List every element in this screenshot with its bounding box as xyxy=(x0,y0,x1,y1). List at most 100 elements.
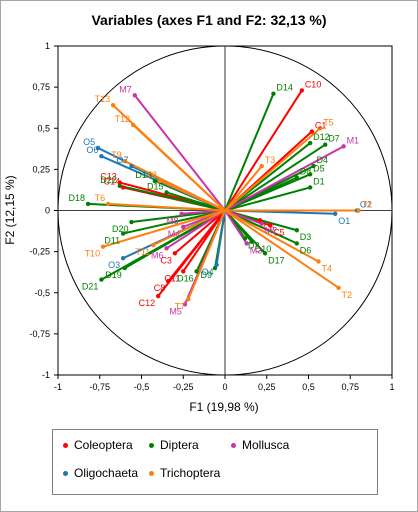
vector-line xyxy=(132,124,226,212)
x-tick-label: -0,75 xyxy=(89,382,110,392)
data-point xyxy=(105,201,111,207)
vector-line xyxy=(187,210,226,300)
data-point xyxy=(341,144,346,149)
point-label: D8 xyxy=(300,167,312,177)
vector-line xyxy=(174,209,226,255)
vector-lines xyxy=(88,89,359,305)
data-point xyxy=(99,154,104,159)
legend-swatch xyxy=(63,443,68,449)
data-point xyxy=(130,122,136,128)
point-label: T12 xyxy=(115,114,131,124)
vector-line xyxy=(124,160,226,212)
point-label: O3 xyxy=(108,260,120,270)
data-point xyxy=(120,256,126,261)
point-label: M3 xyxy=(250,245,263,255)
data-point xyxy=(333,211,338,216)
data-point xyxy=(294,241,300,246)
point-label: D13 xyxy=(135,170,152,180)
point-label: M8 xyxy=(166,216,179,226)
point-label: T13 xyxy=(95,94,111,104)
point-label: T1 xyxy=(362,200,373,210)
vector-line xyxy=(224,93,275,211)
legend-label: Oligochaeta xyxy=(74,466,139,480)
x-tick-label: 0,75 xyxy=(341,382,359,392)
point-label: C12 xyxy=(139,298,156,308)
y-tick-label: -1 xyxy=(42,370,50,380)
chart-title: Variables (axes F1 and F2: 32,13 %) xyxy=(91,12,327,28)
legend-label: Diptera xyxy=(160,438,199,452)
vector-line xyxy=(152,209,226,246)
x-tick-label: 0 xyxy=(222,382,227,392)
point-label: D19 xyxy=(105,270,122,280)
point-label: O5 xyxy=(83,137,95,147)
x-tick-label: -1 xyxy=(54,382,62,392)
point-label: M5 xyxy=(169,306,182,316)
vector-line xyxy=(100,209,226,281)
point-label: O4 xyxy=(202,267,214,277)
point-label: C14 xyxy=(104,176,121,186)
data-point xyxy=(307,140,313,146)
data-point xyxy=(152,178,158,184)
data-point xyxy=(85,201,91,207)
data-point xyxy=(172,251,178,256)
point-label: T4 xyxy=(322,263,333,273)
point-label: D5 xyxy=(313,163,325,173)
vector-line xyxy=(224,165,263,212)
y-tick-label: 1 xyxy=(45,41,50,51)
point-label: D18 xyxy=(69,193,86,203)
data-point xyxy=(316,259,321,264)
data-point xyxy=(179,211,184,216)
point-label: D17 xyxy=(268,255,285,265)
vector-line xyxy=(224,209,263,225)
point-label: C1 xyxy=(315,121,327,131)
y-tick-label: 0 xyxy=(45,206,50,216)
data-point xyxy=(259,163,264,169)
point-label: O1 xyxy=(338,216,350,226)
point-label: O6 xyxy=(86,145,98,155)
point-label: C6 xyxy=(263,222,275,232)
point-label: D16 xyxy=(177,273,194,283)
point-label: D11 xyxy=(104,236,120,246)
point-label: O2 xyxy=(360,200,372,210)
vector-line xyxy=(122,209,226,235)
x-tick-label: 0,5 xyxy=(302,382,315,392)
legend: Coleoptera Diptera Mollusca Oligochaeta Tric… xyxy=(52,429,378,495)
data-point xyxy=(317,126,323,131)
point-label: D3 xyxy=(300,232,312,242)
data-point xyxy=(181,269,186,274)
point-label: D7 xyxy=(328,134,340,144)
x-axis-label: F1 (19,98 %) xyxy=(189,400,258,414)
data-point xyxy=(156,293,161,299)
legend-item: Mollusca xyxy=(231,438,289,452)
x-tick-label: 1 xyxy=(389,382,394,392)
vector-line xyxy=(224,127,321,212)
legend-item: Trichoptera xyxy=(149,466,220,480)
y-tick-label: -0,75 xyxy=(29,329,50,339)
data-point xyxy=(100,244,106,249)
data-point xyxy=(244,241,249,246)
vector-line xyxy=(224,209,319,263)
legend-label: Trichoptera xyxy=(160,466,221,480)
vector-line xyxy=(182,209,226,272)
point-label: D10 xyxy=(255,244,272,254)
vector-line xyxy=(166,209,226,250)
data-point xyxy=(309,129,315,134)
data-point xyxy=(117,183,122,189)
data-point xyxy=(299,88,305,93)
point-label: D4 xyxy=(317,155,329,165)
legend-item: Oligochaeta xyxy=(63,466,138,480)
point-label: T7 xyxy=(175,301,186,311)
data-point xyxy=(186,297,191,302)
legend-swatch xyxy=(63,471,68,477)
data-point xyxy=(242,236,248,241)
point-label: D20 xyxy=(112,224,129,234)
data-point xyxy=(212,265,218,271)
data-point xyxy=(166,279,171,284)
point-label: C3 xyxy=(160,255,172,265)
vector-line xyxy=(108,202,226,212)
point-label: M6 xyxy=(151,250,164,260)
x-tick-label: -0,25 xyxy=(173,382,194,392)
point-label: D2 xyxy=(248,240,260,250)
y-tick-label: 0,25 xyxy=(32,164,50,174)
